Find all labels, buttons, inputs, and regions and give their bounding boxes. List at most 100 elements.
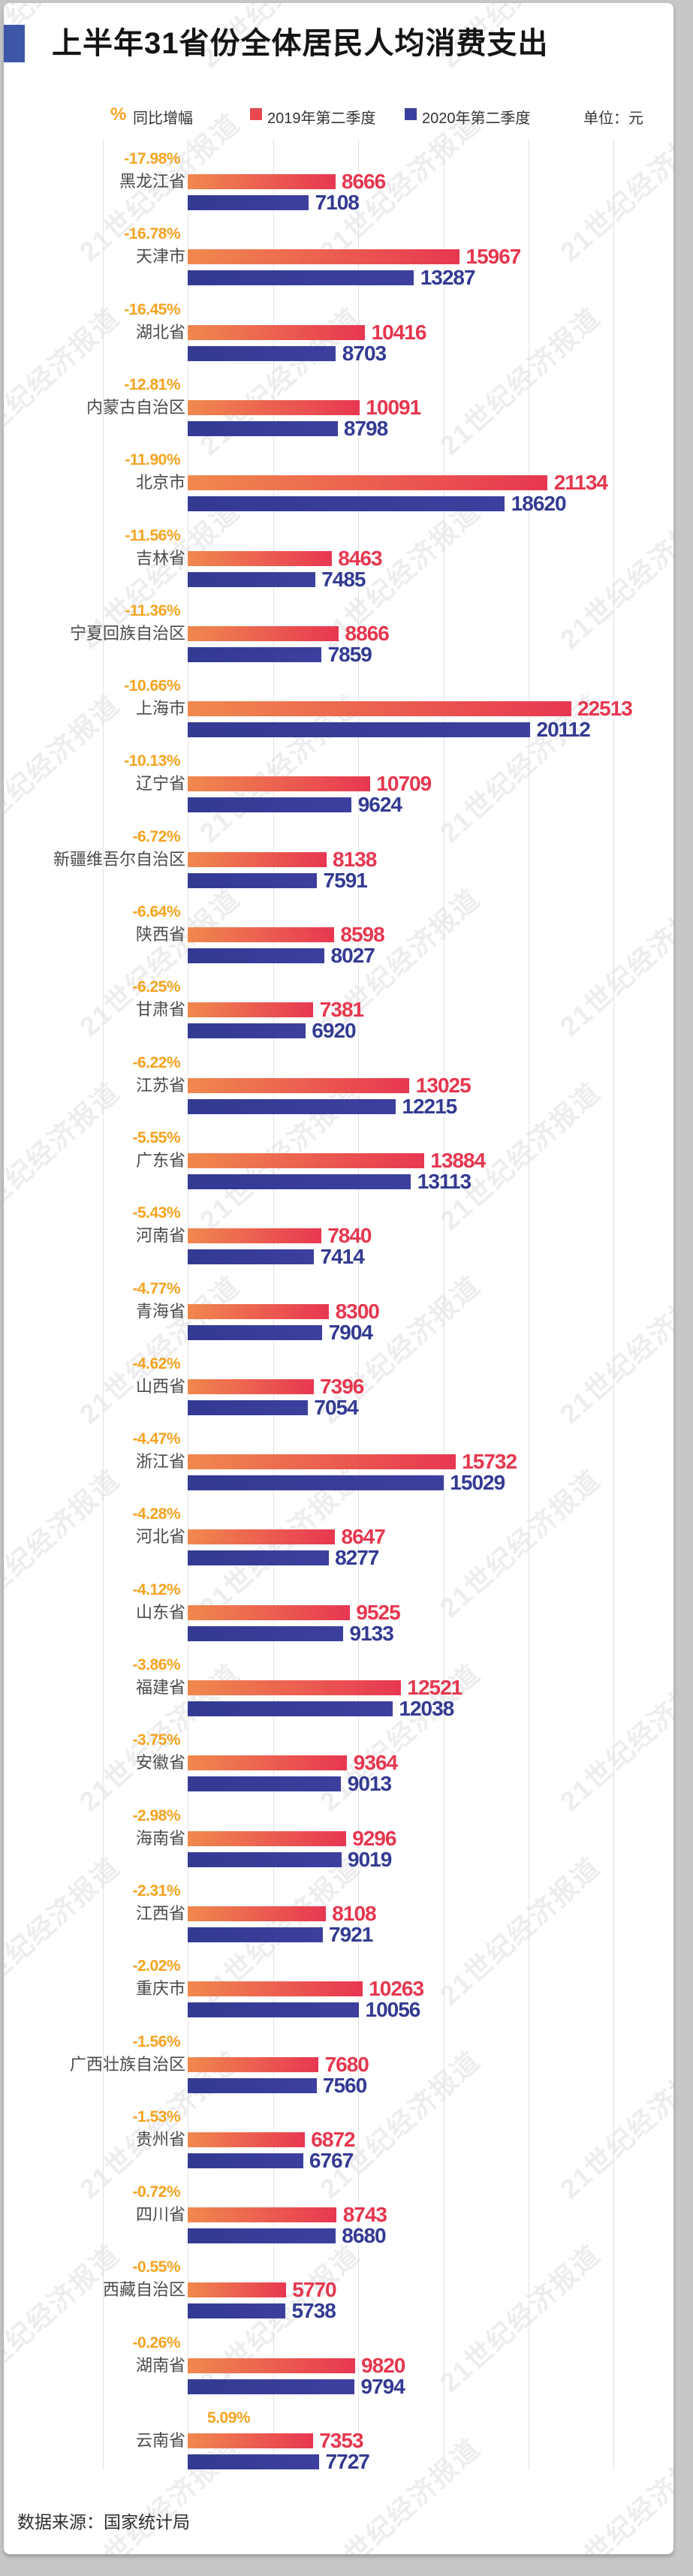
value-2020: 7921: [329, 1922, 373, 1946]
bar-2020: [188, 1625, 344, 1641]
bar-2019: [188, 701, 571, 717]
bar-2019: [188, 174, 336, 189]
bar-2019: [188, 776, 370, 792]
header: 上半年31省份全体居民人均消费支出: [4, 24, 673, 63]
province-row: -0.72% 四川省 8743 8680: [4, 2183, 673, 2261]
pct-change-label: -0.26%: [132, 2333, 180, 2352]
province-label: 天津市: [135, 247, 185, 267]
bar-2020: [188, 1701, 393, 1716]
bar-2020: [188, 1851, 342, 1867]
province-label: 湖北省: [135, 322, 185, 342]
province-row: -6.64% 陕西省 8598 8027: [4, 904, 673, 981]
pct-change-label: -5.43%: [132, 1204, 180, 1222]
province-row: -5.55% 广东省 13884 13113: [4, 1129, 673, 1207]
province-row: -4.77% 青海省 8300 7904: [4, 1280, 673, 1357]
pct-change-label: -3.86%: [132, 1656, 180, 1674]
bar-2020: [188, 496, 505, 512]
value-2019: 6872: [311, 2127, 355, 2151]
bar-2019: [188, 625, 339, 641]
value-2019: 7353: [319, 2429, 363, 2452]
province-row: -10.13% 辽宁省 10709 9624: [4, 752, 673, 830]
pct-change-label: -4.12%: [132, 1580, 180, 1598]
value-2019: 8108: [332, 1901, 376, 1925]
pct-change-label: -2.02%: [132, 1957, 180, 1975]
pct-change-label: -10.66%: [124, 677, 180, 695]
value-2019: 7840: [327, 1224, 372, 1248]
value-2020: 8277: [335, 1546, 379, 1570]
bar-2020: [188, 1550, 329, 1566]
value-2019: 8666: [341, 170, 386, 193]
province-label: 内蒙古自治区: [86, 397, 185, 417]
value-2020: 12038: [399, 1697, 454, 1720]
province-label: 安徽省: [135, 1753, 185, 1773]
pct-change-label: -17.98%: [124, 150, 180, 167]
value-2019: 8300: [335, 1299, 380, 1323]
legend-pct-label: 同比增幅: [133, 110, 193, 127]
province-label: 云南省: [135, 2431, 185, 2450]
province-row: -11.90% 北京市 21134 18620: [4, 451, 673, 529]
bar-2020: [188, 345, 336, 361]
bar-2020: [188, 1249, 315, 1265]
province-label: 宁夏回族自治区: [69, 623, 185, 643]
province-label: 北京市: [135, 473, 185, 493]
bar-2020: [188, 2077, 317, 2093]
bar-2019: [188, 1228, 321, 1244]
province-row: -12.81% 内蒙古自治区 10091 8798: [4, 376, 673, 453]
pct-change-label: -10.13%: [124, 752, 180, 770]
province-label: 湖南省: [135, 2355, 185, 2375]
value-2020: 7485: [321, 567, 366, 591]
value-2020: 7591: [323, 868, 368, 892]
value-2020: 8027: [330, 944, 375, 967]
bar-2020: [188, 420, 338, 436]
pct-change-label: -11.36%: [125, 601, 180, 619]
province-row: -2.98% 海南省 9296 9019: [4, 1807, 673, 1885]
value-2019: 8743: [342, 2203, 387, 2227]
legend-series2-label: 2020年第二季度: [422, 110, 531, 127]
value-2019: 10416: [371, 320, 427, 344]
bar-2019: [188, 2056, 319, 2072]
bar-2019: [188, 1755, 348, 1771]
value-2019: 12521: [407, 1676, 463, 1699]
bar-2019: [188, 2282, 286, 2298]
value-2019: 8138: [333, 847, 377, 871]
province-row: -6.72% 新疆维吾尔自治区 8138 7591: [4, 828, 673, 905]
pct-change-label: -4.62%: [132, 1354, 180, 1372]
value-2020: 13287: [420, 266, 476, 290]
value-2020: 7108: [315, 191, 360, 214]
value-2019: 7680: [324, 2052, 369, 2076]
bar-2019: [188, 2132, 305, 2147]
province-row: -16.45% 湖北省 10416 8703: [4, 301, 673, 378]
value-2019: 13025: [415, 1073, 472, 1097]
value-2019: 15967: [466, 245, 522, 269]
pct-change-label: -6.22%: [132, 1053, 180, 1071]
province-label: 山西省: [135, 1376, 185, 1396]
value-2020: 6920: [312, 1019, 356, 1043]
pct-change-label: -6.25%: [132, 978, 180, 996]
value-2019: 10091: [366, 395, 421, 419]
value-2020: 6767: [309, 2148, 354, 2172]
bar-2020: [188, 872, 318, 888]
province-label: 海南省: [135, 1828, 185, 1848]
pct-change-label: -11.90%: [125, 451, 180, 469]
bar-2020: [188, 722, 531, 738]
value-2020: 10056: [365, 1998, 421, 2022]
value-2020: 7054: [314, 1395, 358, 1419]
bar-2019: [188, 1454, 456, 1470]
pct-change-label: -0.72%: [132, 2183, 180, 2201]
bar-2020: [188, 1098, 396, 1114]
bar-2020: [188, 1776, 342, 1792]
province-label: 江苏省: [135, 1075, 185, 1095]
bar-2020: [188, 2228, 336, 2244]
value-2020: 7414: [320, 1245, 365, 1269]
bar-2020: [188, 1399, 308, 1415]
bar-2020: [188, 2379, 355, 2394]
value-2019: 8598: [340, 923, 384, 946]
bar-2019: [188, 2433, 313, 2448]
bar-2019: [188, 1830, 346, 1846]
pct-change-label: -2.31%: [132, 1882, 180, 1900]
province-row: -1.56% 广西壮族自治区 7680 7560: [4, 2033, 673, 2111]
province-label: 广东省: [135, 1150, 185, 1170]
bar-2020: [188, 797, 352, 813]
province-row: -0.26% 湖南省 9820 9794: [4, 2333, 673, 2412]
province-row: 5.09% 云南省 7353 7727: [4, 2410, 673, 2487]
